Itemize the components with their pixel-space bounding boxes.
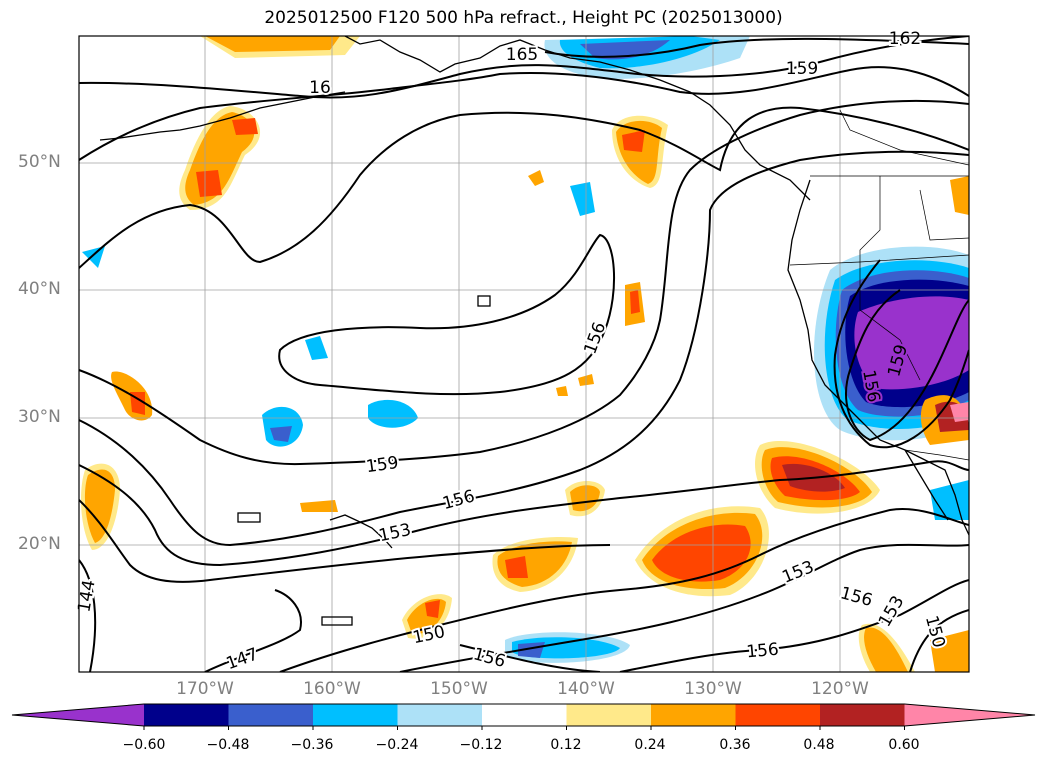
colorbar-segment [482,704,567,726]
island-a [477,295,491,307]
positive-anomaly-northeast [950,176,969,215]
colorbar-tick: −0.60 [122,737,166,753]
island-c [321,616,353,626]
positive-anomaly-baja-3 [950,402,969,422]
border-us-mexico [904,449,969,461]
lat-label-20n: 20°N [18,534,61,554]
negative-anomaly-spot-2 [368,399,418,428]
contour-label-162: 162 [889,29,921,49]
contour-150-se [909,609,969,672]
negative-anomaly-spot-4 [570,182,595,216]
colorbar-arrow-right [904,704,1035,726]
positive-anomaly-small-4 [528,170,544,186]
negative-anomaly-spot-1 [262,406,303,447]
contour-label-159-n: 159 [786,59,818,79]
contour-156-coast [833,259,969,449]
colorbar-segment [228,704,314,726]
contour-156-inner [278,233,615,396]
contour-150-mid [79,499,611,583]
border-states-3 [919,189,969,241]
colorbar [11,703,1036,730]
colorbar-tick: −0.24 [375,737,419,753]
colorbar-tick: 0.48 [803,737,835,753]
positive-anomaly-aleutian-3 [196,170,222,197]
positive-anomaly-small-3 [300,500,338,512]
colorbar-segment [144,704,229,726]
colorbar-segment [566,704,652,726]
colorbar-tick: 0.24 [634,737,666,753]
island-b [237,512,261,523]
positive-anomaly-aleutian-4 [232,118,258,135]
border-states-2 [789,254,969,266]
positive-anomaly-subtropic-2 [630,290,640,314]
contour-165 [544,37,969,58]
contour-153-south [399,543,969,672]
lon-label-140w: 140°W [557,679,615,699]
positive-anomaly-small-6 [556,386,568,396]
colorbar-segment [397,704,483,726]
lon-label-150w: 150°W [430,679,488,699]
contour-label-156-s2: 156 [746,640,780,663]
border-canada-prov [839,109,969,166]
contour-144 [79,559,97,672]
colorbar-segment [651,704,736,726]
lon-label-160w: 160°W [303,679,361,699]
negative-anomaly-spot-5 [82,246,105,268]
colorbar-arrow-left [12,704,144,726]
coastline-aleutians [99,91,346,141]
border-states-1 [859,176,921,381]
lon-label-120w: 120°W [811,679,869,699]
contour-159-north [79,66,969,161]
contour-label-165: 165 [506,45,538,65]
contour-label-156-se: 156 [838,583,875,611]
positive-anomaly-isl-3 [505,556,528,578]
lat-label-40n: 40°N [18,279,61,299]
colorbar-tick: 0.36 [719,737,751,753]
positive-anomaly-west-4 [130,392,145,415]
contour-label-159-mid: 159 [365,453,400,477]
chart-title: 2025012500 F120 500 hPa refract., Height… [264,8,783,28]
colorbar-segment [313,704,398,726]
colorbar-segment [735,704,821,726]
lon-label-130w: 130°W [684,679,742,699]
colorbar-tick: 0.60 [888,737,920,753]
contour-159-coast [845,289,969,442]
lat-label-30n: 30°N [18,407,61,427]
contour-162 [79,36,969,99]
positive-anomaly-small-1b [570,485,600,512]
colorbar-tick: −0.48 [206,737,250,753]
contour-159-mid [79,99,969,466]
negative-anomaly-california-5 [854,296,969,390]
colorbar-segment [820,704,905,726]
coastline-baja [904,449,949,521]
contour-156-south [459,579,969,672]
map-frame [78,35,970,673]
coastline-hawaii [329,514,393,549]
positive-anomaly-mid-3 [652,524,751,582]
contour-159-loop [79,106,969,269]
negative-anomaly-alaska-3 [580,40,670,60]
positive-anomaly-west-2 [84,469,115,543]
political-borders [789,109,969,461]
lat-label-50n: 50°N [18,152,61,172]
contour-147 [204,589,302,672]
contour-label-16: 16 [309,78,331,98]
positive-anomaly-central-3 [622,130,645,152]
colorbar-tick: 0.12 [550,737,582,753]
colorbar-tick: −0.36 [290,737,334,753]
colorbar-tick: −0.12 [459,737,503,753]
contour-153-mid [79,460,969,567]
lon-label-170w: 170°W [176,679,234,699]
contour-150-south [279,508,969,672]
height-contours [79,36,969,672]
negative-anomaly-south-3 [518,642,545,658]
contour-156-mid [79,150,969,547]
negative-anomaly-spot-1b [270,426,292,442]
negative-anomaly-spot-3 [305,336,328,360]
positive-anomaly-southeast-2 [864,627,908,672]
positive-anomaly-southeast-3 [930,630,969,672]
positive-anomaly-small-2c [425,600,440,618]
positive-anomaly-north-2 [205,36,340,52]
